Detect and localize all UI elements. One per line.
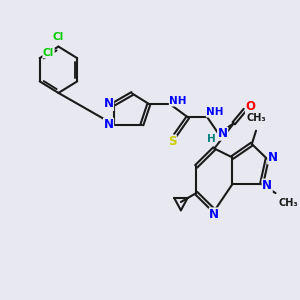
Text: N: N (103, 98, 113, 110)
Text: N: N (262, 179, 272, 192)
Text: NH: NH (206, 107, 224, 117)
Text: O: O (245, 100, 256, 113)
Text: S: S (168, 135, 176, 148)
Text: N: N (268, 151, 278, 164)
Text: NH: NH (169, 96, 187, 106)
Text: CH₃: CH₃ (246, 113, 266, 123)
Text: Cl: Cl (43, 48, 54, 58)
Text: H: H (207, 134, 216, 144)
Text: N: N (209, 208, 219, 221)
Text: N: N (103, 118, 113, 131)
Text: N: N (218, 127, 228, 140)
Text: Cl: Cl (53, 32, 64, 42)
Text: CH₃: CH₃ (279, 198, 298, 208)
